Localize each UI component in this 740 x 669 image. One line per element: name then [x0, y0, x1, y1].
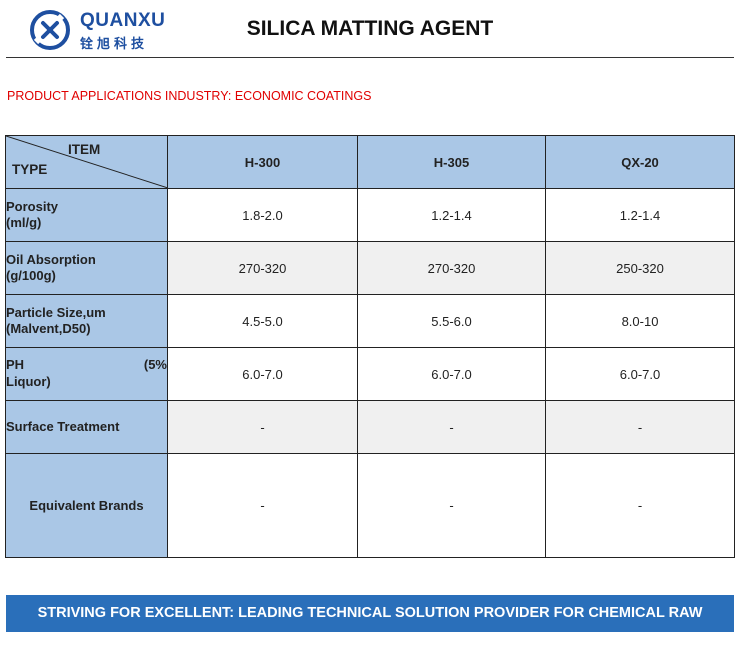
table-cell: 1.2-1.4: [357, 188, 546, 242]
header-divider: [6, 57, 734, 58]
column-header: H-300: [167, 135, 358, 189]
table-cell: 270-320: [357, 241, 546, 295]
table-row: Equivalent Brands - - -: [5, 453, 735, 558]
table-cell: 6.0-7.0: [167, 347, 358, 401]
row-label: Oil Absorption (g/100g): [5, 241, 168, 295]
row-label: Surface Treatment: [5, 400, 168, 454]
table-cell: 6.0-7.0: [357, 347, 546, 401]
table-cell: 5.5-6.0: [357, 294, 546, 348]
row-label-line2: (ml/g): [6, 215, 42, 230]
table-cell: -: [545, 453, 735, 558]
table-row: Oil Absorption (g/100g) 270-320 270-320 …: [5, 241, 735, 295]
ph-label-wrap: PH (5% Liquor): [6, 357, 167, 391]
table-cell: 8.0-10: [545, 294, 735, 348]
row-label-line1: PH: [6, 357, 25, 372]
table-row: Porosity (ml/g) 1.8-2.0 1.2-1.4 1.2-1.4: [5, 188, 735, 242]
row-label-line1: Oil Absorption: [6, 252, 96, 267]
table-row: Particle Size,um (Malvent,D50) 4.5-5.0 5…: [5, 294, 735, 348]
table-cell: 1.8-2.0: [167, 188, 358, 242]
row-label: PH (5% Liquor): [5, 347, 168, 401]
table-cell: -: [357, 453, 546, 558]
table-cell: -: [167, 453, 358, 558]
diagonal-divider: [6, 136, 168, 188]
table-cell: 1.2-1.4: [545, 188, 735, 242]
row-label-line2: Liquor): [6, 374, 51, 389]
applications-line: PRODUCT APPLICATIONS INDUSTRY: ECONOMIC …: [7, 89, 372, 103]
row-label: Porosity (ml/g): [5, 188, 168, 242]
column-header: QX-20: [545, 135, 735, 189]
spec-table: ITEM TYPE H-300 H-305 QX-20 Porosity (ml…: [5, 135, 735, 558]
row-label-line1-right: (5%: [143, 357, 167, 372]
row-label-line2: (g/100g): [6, 268, 56, 283]
table-cell: 250-320: [545, 241, 735, 295]
row-label-line2: (Malvent,D50): [6, 321, 91, 336]
table-cell: 270-320: [167, 241, 358, 295]
corner-cell: ITEM TYPE: [5, 135, 168, 189]
table-cell: -: [167, 400, 358, 454]
table-row: PH (5% Liquor) 6.0-7.0 6.0-7.0 6.0-7.0: [5, 347, 735, 401]
row-label: Equivalent Brands: [5, 453, 168, 558]
table-header-row: ITEM TYPE H-300 H-305 QX-20: [5, 135, 735, 189]
row-label: Particle Size,um (Malvent,D50): [5, 294, 168, 348]
brand-name: QUANXU: [80, 10, 166, 31]
column-header: H-305: [357, 135, 546, 189]
quanxu-logo-icon: [30, 10, 70, 50]
table-cell: 6.0-7.0: [545, 347, 735, 401]
corner-type-label: TYPE: [12, 162, 48, 177]
table-cell: -: [357, 400, 546, 454]
table-row: Surface Treatment - - -: [5, 400, 735, 454]
footer-banner: STRIVING FOR EXCELLENT: LEADING TECHNICA…: [6, 595, 734, 658]
page-header: QUANXU 铨旭科技 SILICA MATTING AGENT: [0, 0, 740, 58]
row-label-line1: Porosity: [6, 199, 59, 214]
corner-item-label: ITEM: [68, 142, 101, 157]
page-title: SILICA MATTING AGENT: [246, 17, 494, 40]
brand-subtitle: 铨旭科技: [80, 37, 149, 52]
table-cell: 4.5-5.0: [167, 294, 358, 348]
row-label-line1: Particle Size,um: [6, 305, 106, 320]
table-cell: -: [545, 400, 735, 454]
